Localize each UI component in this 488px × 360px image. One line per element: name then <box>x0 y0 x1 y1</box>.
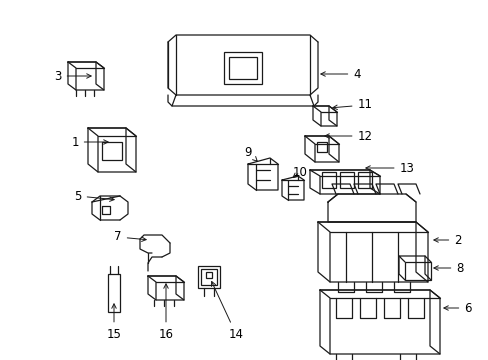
Text: 8: 8 <box>433 261 463 274</box>
Bar <box>201 269 217 285</box>
Text: 15: 15 <box>106 304 121 341</box>
Text: 16: 16 <box>158 284 173 341</box>
Bar <box>404 262 430 280</box>
Bar <box>205 272 212 278</box>
Text: 12: 12 <box>324 130 372 143</box>
Bar <box>357 172 371 188</box>
Bar <box>316 142 326 152</box>
Text: 5: 5 <box>74 189 114 202</box>
Text: 3: 3 <box>54 69 91 82</box>
Text: 14: 14 <box>211 282 243 341</box>
Bar <box>321 172 335 188</box>
Text: 11: 11 <box>332 99 372 112</box>
Bar <box>339 172 353 188</box>
Text: 6: 6 <box>443 302 471 315</box>
Text: 10: 10 <box>292 166 307 179</box>
Text: 13: 13 <box>365 162 414 175</box>
Bar <box>108 274 120 312</box>
Text: 1: 1 <box>71 135 108 148</box>
Bar <box>224 52 262 84</box>
Text: 9: 9 <box>244 145 257 161</box>
Text: 4: 4 <box>320 68 360 81</box>
Text: 2: 2 <box>433 234 461 247</box>
Bar <box>228 57 257 79</box>
Text: 7: 7 <box>114 230 146 243</box>
Bar <box>198 266 220 288</box>
Bar <box>102 142 122 160</box>
